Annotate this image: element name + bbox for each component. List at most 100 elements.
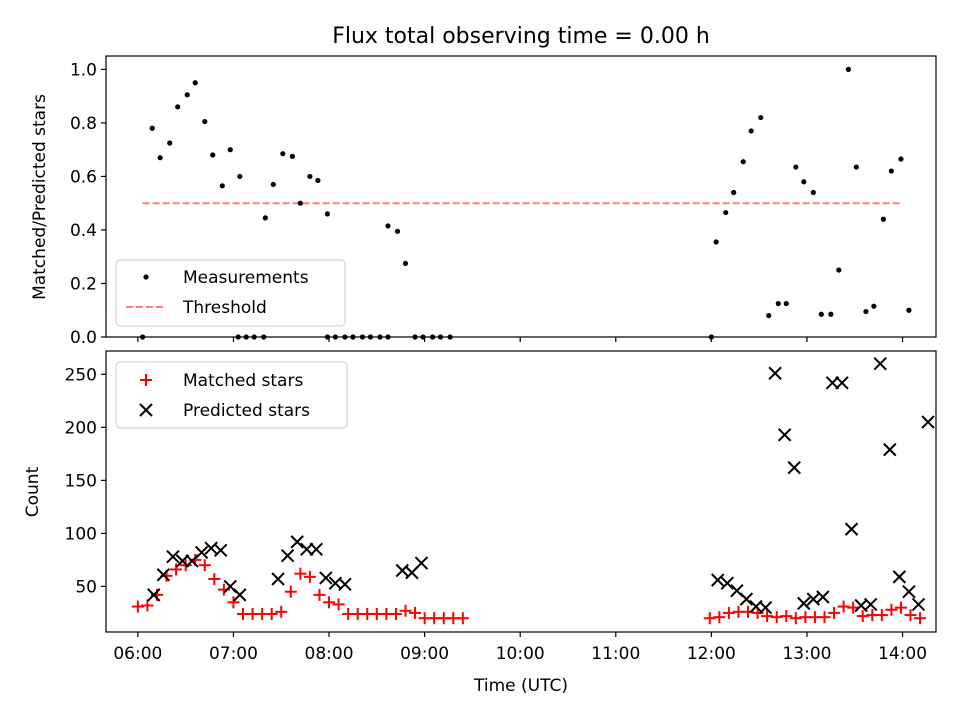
- legend-measurements-marker: [143, 274, 149, 280]
- bottom-x-tick-label: 07:00: [209, 644, 258, 664]
- matched-point: [409, 606, 422, 619]
- predicted-point: [883, 442, 897, 457]
- matched-point: [837, 600, 850, 613]
- measurement-point: [748, 128, 754, 134]
- bottom-x-tick-label: 14:00: [878, 644, 927, 664]
- predicted-point: [711, 573, 725, 587]
- predicted-point: [758, 600, 773, 615]
- matched-point: [703, 612, 716, 625]
- predicted-point: [863, 597, 878, 612]
- predicted-point: [166, 550, 180, 564]
- top-y-tick-label: 0.6: [70, 167, 97, 187]
- matched-point: [294, 567, 307, 580]
- matched-point: [198, 559, 211, 572]
- bottom-legend: Matched stars Predicted stars: [115, 361, 348, 429]
- top-axes-frame: [105, 55, 937, 338]
- measurement-point: [898, 156, 904, 162]
- top-y-axis-label: Matched/Predicted stars: [30, 94, 50, 300]
- count-layer: [131, 357, 935, 625]
- measurement-point: [880, 216, 887, 222]
- bottom-y-tick-label: 50: [75, 577, 97, 597]
- top-y-ticks: 0.0 0.2 0.4 0.6 0.8 1.0: [70, 60, 106, 348]
- matched-point: [313, 588, 326, 601]
- measurement-point: [906, 307, 912, 313]
- measurement-point: [270, 181, 276, 188]
- matched-point: [456, 612, 469, 625]
- measurement-point: [184, 92, 190, 98]
- predicted-point: [338, 577, 352, 591]
- matched-point: [722, 606, 735, 619]
- bottom-x-tick-label: 12:00: [687, 644, 736, 664]
- measurement-point: [845, 66, 851, 72]
- measurement-point: [713, 239, 719, 245]
- measurement-point: [766, 312, 772, 319]
- predicted-point: [414, 556, 429, 570]
- bottom-x-tick-label: 09:00: [400, 644, 449, 664]
- measurement-point: [202, 118, 208, 125]
- legend-predicted-label: Predicted stars: [183, 401, 310, 421]
- predicted-point: [892, 570, 907, 584]
- bottom-x-tick-label: 10:00: [496, 644, 545, 664]
- measurement-point: [810, 189, 816, 196]
- predicted-point: [300, 542, 314, 556]
- top-panel: 0.0 0.2 0.4 0.6 0.8 1.0 Matched/Predicted sta…: [30, 55, 937, 348]
- measurement-point: [175, 104, 181, 110]
- predicted-point: [271, 572, 285, 586]
- measurement-point: [836, 267, 842, 273]
- matched-point: [713, 611, 726, 624]
- measurement-point: [783, 300, 789, 307]
- measurement-point: [157, 155, 163, 161]
- predicted-point: [156, 568, 171, 582]
- matched-point: [770, 611, 783, 624]
- predicted-point: [797, 596, 811, 611]
- predicted-point: [835, 376, 849, 390]
- legend-threshold-label: Threshold: [182, 298, 267, 318]
- predicted-point: [816, 590, 830, 604]
- matched-point: [265, 607, 278, 620]
- matched-point: [780, 610, 793, 623]
- matched-point: [131, 600, 144, 613]
- bottom-x-tick-label: 11:00: [591, 644, 640, 664]
- x-axis-label: Time (UTC): [473, 676, 568, 696]
- matched-point: [389, 607, 402, 620]
- bottom-x-tick-label: 13:00: [782, 644, 831, 664]
- measurement-point: [237, 173, 243, 180]
- measurement-point: [731, 189, 737, 196]
- matched-point: [399, 604, 412, 617]
- matched-point: [856, 610, 869, 623]
- measurement-point: [289, 153, 295, 159]
- measurement-point: [775, 300, 781, 307]
- bottom-y-ticks: 50 100 150 200 250: [65, 365, 106, 597]
- predicted-point: [233, 588, 247, 602]
- measurement-point: [740, 159, 746, 165]
- predicted-point: [309, 542, 323, 556]
- predicted-point: [213, 543, 228, 558]
- measurement-point: [828, 311, 834, 317]
- measurement-point: [385, 223, 391, 229]
- measurement-point: [307, 173, 313, 180]
- predicted-point: [280, 548, 295, 563]
- matched-point: [847, 601, 860, 614]
- bottom-y-tick-label: 200: [65, 418, 97, 438]
- bottom-axes-frame: [105, 350, 937, 633]
- matched-point: [141, 599, 154, 612]
- measurement-point: [863, 308, 869, 315]
- predicted-point: [175, 554, 190, 568]
- predicted-point: [720, 576, 735, 590]
- legend-measurements-label: Measurements: [183, 268, 309, 288]
- predicted-point: [777, 428, 792, 442]
- measurement-point: [324, 211, 331, 217]
- matched-point: [789, 612, 802, 625]
- bottom-y-axis-label: Count: [23, 466, 43, 517]
- matched-point: [894, 601, 907, 614]
- matched-point: [914, 612, 927, 625]
- predicted-point: [787, 460, 801, 475]
- measurement-point: [758, 114, 764, 121]
- bottom-legend-box: [115, 361, 348, 429]
- measurement-point: [853, 164, 859, 170]
- bottom-panel: 50 100 150 200 250 06:00 07:00 08:00 09:00 10:00…: [23, 350, 937, 696]
- top-y-tick-label: 0.0: [70, 328, 97, 348]
- measurement-point: [280, 151, 286, 157]
- predicted-point: [844, 522, 859, 536]
